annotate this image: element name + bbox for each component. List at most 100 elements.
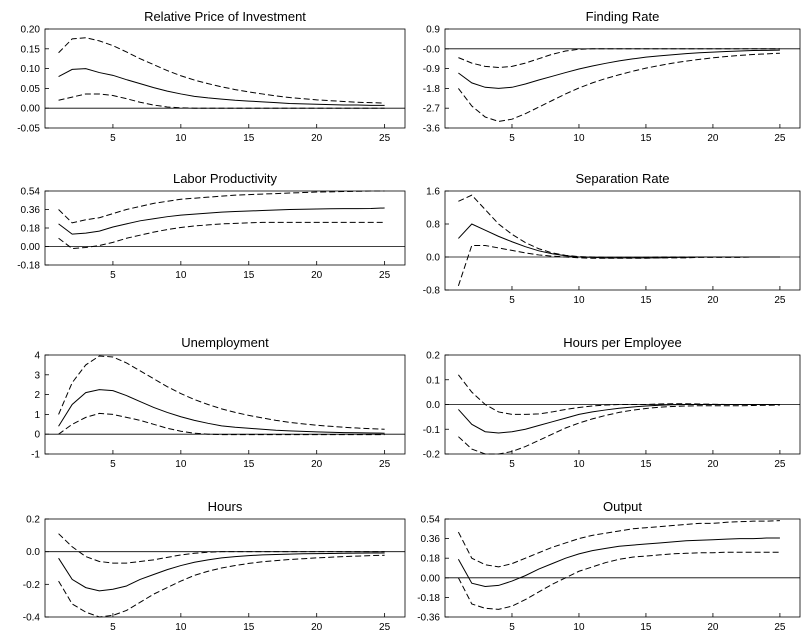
x-tick-label: 25 <box>379 459 391 470</box>
y-tick-label: 0.1 <box>426 375 440 386</box>
x-tick-label: 10 <box>175 459 187 470</box>
y-tick-label: 0.2 <box>26 515 40 526</box>
y-tick-label: -0.05 <box>17 124 40 135</box>
y-tick-label: -2.7 <box>423 104 441 115</box>
plot-frame <box>444 28 801 129</box>
x-tick-label: 10 <box>175 133 187 144</box>
upper-band-line <box>58 190 385 224</box>
lower-band-line <box>458 404 780 455</box>
response-line <box>58 207 385 235</box>
x-tick-label: 10 <box>175 622 187 633</box>
chart-panel-6: Hours per Employee 0.2 0.1 0.0 -0.1 -0.2 5 10 15… <box>423 335 801 470</box>
plot-frame <box>44 354 406 455</box>
x-tick-label: 10 <box>175 270 187 281</box>
x-tick-label: 15 <box>640 295 652 306</box>
y-tick-label: 2 <box>34 390 40 401</box>
x-tick-label: 20 <box>707 622 719 633</box>
plot-frame <box>44 190 406 266</box>
chart-panel-3: Labor Productivity 0.54 0.36 0.18 0.00 -0.18 5… <box>17 171 406 281</box>
x-tick-label: 25 <box>774 622 786 633</box>
chart-title: Output <box>603 499 642 514</box>
upper-band-line <box>458 374 780 415</box>
x-tick-label: 20 <box>707 295 719 306</box>
x-tick-label: 25 <box>379 622 391 633</box>
x-tick-label: 20 <box>311 622 323 633</box>
upper-band-line <box>58 37 385 104</box>
y-tick-label: 1 <box>34 410 40 421</box>
plot-frame <box>444 190 801 291</box>
x-tick-label: 15 <box>640 622 652 633</box>
chart-title: Hours per Employee <box>563 335 682 350</box>
y-tick-label: 0.00 <box>21 104 41 115</box>
plot-frame <box>44 518 406 618</box>
y-tick-label: 0.2 <box>426 351 440 362</box>
lower-band-line <box>457 244 780 287</box>
x-tick-label: 25 <box>774 459 786 470</box>
y-tick-label: 0.0 <box>26 547 40 558</box>
y-tick-label: 0.05 <box>21 84 41 95</box>
y-tick-label: 0.54 <box>421 515 441 526</box>
x-tick-label: 10 <box>573 133 585 144</box>
x-tick-label: 20 <box>311 270 323 281</box>
response-line <box>458 49 780 89</box>
y-tick-label: -0.18 <box>417 593 440 604</box>
lower-band-line <box>58 554 385 618</box>
y-tick-label: -0.1 <box>423 425 441 436</box>
lower-band-line <box>457 551 780 610</box>
lower-band-line <box>58 221 385 250</box>
upper-band-line <box>458 52 780 122</box>
y-tick-label: 1.6 <box>426 187 440 198</box>
x-tick-label: 15 <box>243 270 255 281</box>
y-tick-label: -0.2 <box>23 580 41 591</box>
response-line <box>458 223 780 259</box>
x-tick-label: 20 <box>707 459 719 470</box>
y-tick-label: 0.18 <box>421 554 441 565</box>
y-tick-label: 0.8 <box>426 220 440 231</box>
y-tick-label: 0.9 <box>426 25 440 36</box>
x-tick-label: 5 <box>509 622 515 633</box>
chart-title: Hours <box>208 499 243 514</box>
chart-panel-1: Relative Price of Investment 0.20 0.15 0.10… <box>17 9 406 144</box>
y-tick-label: 0.00 <box>21 242 41 253</box>
x-tick-label: 25 <box>774 295 786 306</box>
lower-band-line <box>58 93 385 109</box>
x-tick-label: 5 <box>110 133 116 144</box>
response-line <box>58 68 385 106</box>
x-tick-label: 25 <box>774 133 786 144</box>
y-tick-label: 0.0 <box>426 400 440 411</box>
x-tick-label: 5 <box>509 133 515 144</box>
upper-band-line <box>458 194 780 258</box>
y-tick-label: 0.20 <box>21 25 41 36</box>
plot-frame <box>44 28 406 129</box>
y-tick-label: -0.2 <box>423 450 441 461</box>
x-tick-label: 10 <box>573 622 585 633</box>
y-tick-label: -0.8 <box>423 286 441 297</box>
y-tick-label: -0.36 <box>417 613 440 624</box>
chart-panel-8: Output 0.54 0.36 0.18 0.00 -0.18 -0.36 5 10 15 20 2… <box>417 499 801 633</box>
response-line <box>458 404 780 434</box>
chart-title: Separation Rate <box>576 171 670 186</box>
y-tick-label: 3 <box>34 370 40 381</box>
x-tick-label: 5 <box>110 270 116 281</box>
y-tick-label: 0.10 <box>21 64 41 75</box>
y-tick-label: -0.18 <box>17 261 40 272</box>
y-tick-label: 0.36 <box>421 534 441 545</box>
x-tick-label: 20 <box>707 133 719 144</box>
chart-panel-2: Finding Rate 0.9 -0.0 -0.9 -1.8 -2.7 -3.6 5 10 15… <box>423 9 801 144</box>
y-tick-label: -1.8 <box>423 84 441 95</box>
x-tick-label: 25 <box>379 270 391 281</box>
chart-title: Labor Productivity <box>173 171 278 186</box>
x-tick-label: 15 <box>640 133 652 144</box>
y-tick-label: 0.36 <box>21 205 41 216</box>
y-tick-label: 0.54 <box>21 187 41 198</box>
y-tick-label: 4 <box>34 351 40 362</box>
upper-band-line <box>58 355 385 430</box>
upper-band-line <box>457 520 780 568</box>
y-tick-label: 0 <box>34 430 40 441</box>
lower-band-line <box>58 412 385 436</box>
response-line <box>58 552 385 592</box>
x-tick-label: 10 <box>573 459 585 470</box>
chart-title: Finding Rate <box>586 9 660 24</box>
